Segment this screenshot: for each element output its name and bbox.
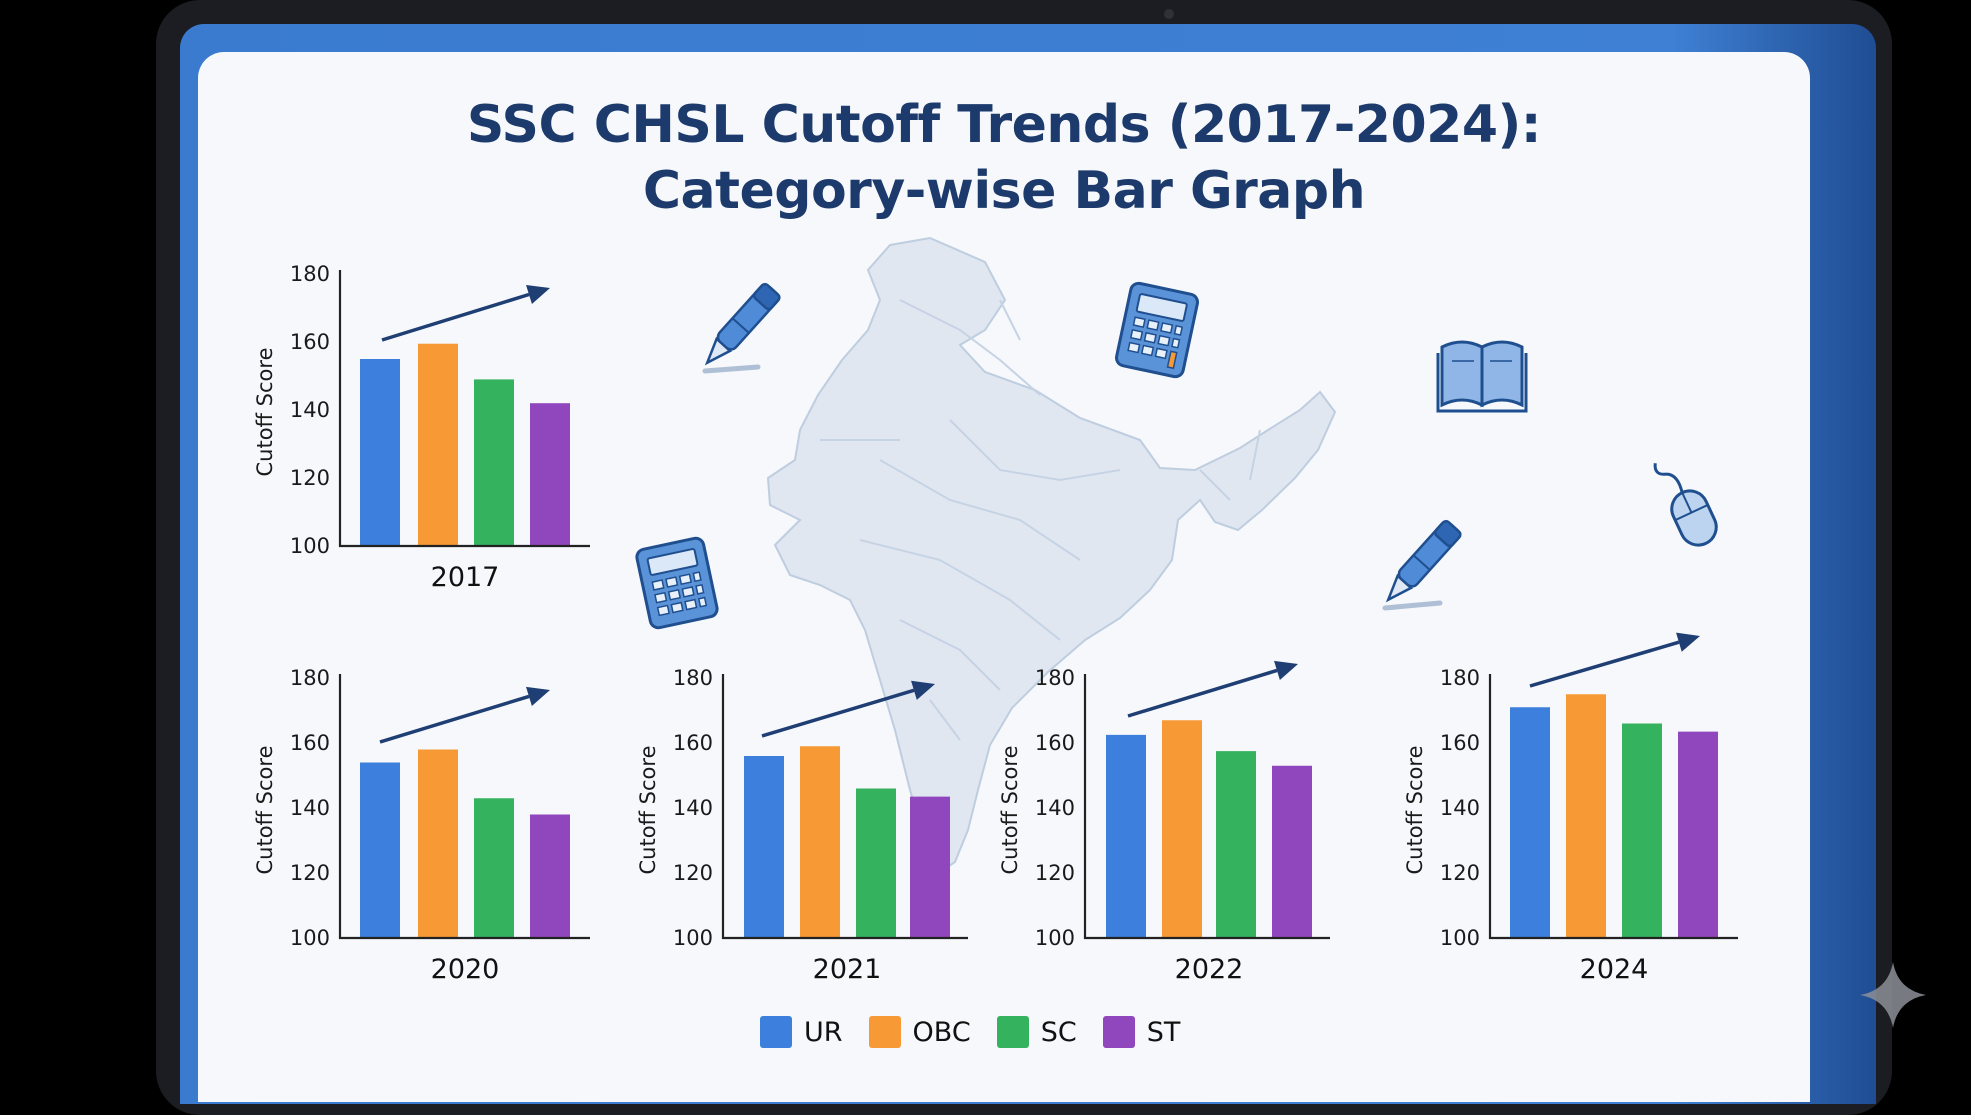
y-tick-label: 100 <box>673 926 713 950</box>
y-tick-label: 180 <box>290 666 330 690</box>
y-tick-label: 140 <box>1035 796 1075 820</box>
trend-arrow-head <box>526 686 550 706</box>
y-tick-label: 140 <box>290 796 330 820</box>
y-tick-label: 160 <box>673 731 713 755</box>
bar-st <box>1678 731 1718 938</box>
y-tick-label: 140 <box>673 796 713 820</box>
y-tick-label: 100 <box>1035 926 1075 950</box>
trend-arrow-head <box>526 284 550 305</box>
title-line-1: SSC CHSL Cutoff Trends (2017-2024): <box>466 95 1542 155</box>
bar-obc <box>418 749 458 938</box>
bar-ur <box>744 756 784 938</box>
bar-ur <box>1510 707 1550 938</box>
legend-swatch-sc <box>996 1016 1029 1048</box>
y-tick-label: 100 <box>290 926 330 950</box>
y-axis-label: Cutoff Score <box>1403 745 1427 874</box>
y-axis-label: Cutoff Score <box>253 745 277 874</box>
chart-title: SSC CHSL Cutoff Trends (2017-2024): Cate… <box>198 92 1810 224</box>
legend-item-st: ST <box>1102 1016 1181 1048</box>
pen-icon <box>704 282 781 366</box>
sparkle-icon <box>1860 962 1926 1028</box>
legend-label-obc: OBC <box>912 1016 971 1048</box>
book-icon <box>1436 340 1528 413</box>
y-axis-label: Cutoff Score <box>253 347 277 476</box>
legend-swatch-st <box>1102 1016 1135 1048</box>
legend-label-st: ST <box>1146 1016 1181 1048</box>
legend-item-sc: SC <box>996 1016 1077 1048</box>
legend-swatch-obc <box>868 1016 901 1048</box>
bar-chart-2020: 100 120 140 160 180 Cutoff Score 2020 <box>253 666 590 985</box>
bar-st <box>910 796 950 938</box>
trend-arrow-line <box>1529 640 1680 688</box>
legend-item-obc: OBC <box>868 1016 971 1048</box>
trend-arrow-line <box>379 694 530 744</box>
bar-st <box>530 403 570 546</box>
calculator-icon <box>1114 281 1200 379</box>
bar-chart-2021: 100 120 140 160 180 Cutoff Score 2021 <box>636 666 968 985</box>
bar-chart-2022: 100 120 140 160 180 Cutoff Score 2022 <box>998 660 1330 985</box>
bar-st <box>1272 765 1312 938</box>
bar-sc <box>474 798 514 938</box>
x-axis-label: 2020 <box>431 954 500 985</box>
bar-ur <box>360 359 400 546</box>
pen-shadow <box>702 364 761 374</box>
x-axis-label: 2017 <box>431 562 500 593</box>
trend-arrow-head <box>1274 660 1298 680</box>
y-tick-label: 160 <box>1440 731 1480 755</box>
y-tick-label: 140 <box>290 398 330 422</box>
calculator-icon <box>635 536 719 630</box>
legend-item-ur: UR <box>760 1016 843 1048</box>
trend-arrow-line <box>761 688 915 738</box>
y-tick-label: 180 <box>290 262 330 286</box>
legend-label-sc: SC <box>1040 1016 1077 1048</box>
decorations <box>635 236 1718 874</box>
y-axis-label: Cutoff Score <box>636 745 660 874</box>
bar-st <box>530 814 570 938</box>
title-line-2: Category-wise Bar Graph <box>642 161 1366 221</box>
india-map <box>766 236 1337 874</box>
bar-chart-2024: 100 120 140 160 180 Cutoff Score 2024 <box>1403 632 1738 985</box>
pen-shadow <box>1382 600 1443 611</box>
bar-ur <box>1106 734 1146 938</box>
legend-swatch-ur <box>760 1016 792 1048</box>
chart-legend: UR OBC SC ST <box>760 1012 1206 1052</box>
bar-sc <box>474 379 514 546</box>
bar-obc <box>800 746 840 938</box>
y-tick-label: 100 <box>1440 926 1480 950</box>
x-axis-label: 2024 <box>1580 954 1649 985</box>
trend-arrow-head <box>1676 632 1700 652</box>
trend-arrow-head <box>911 680 935 700</box>
y-tick-label: 160 <box>290 330 330 354</box>
pen-icon <box>1385 519 1462 603</box>
y-tick-label: 180 <box>1440 666 1480 690</box>
y-tick-label: 100 <box>290 534 330 558</box>
trend-arrow-line <box>1127 668 1278 718</box>
y-tick-label: 120 <box>673 861 713 885</box>
mouse-icon <box>1653 463 1718 547</box>
bar-obc <box>1162 720 1202 938</box>
y-tick-label: 120 <box>1440 861 1480 885</box>
legend-label-ur: UR <box>804 1016 843 1048</box>
y-tick-label: 120 <box>290 861 330 885</box>
x-axis-label: 2022 <box>1175 954 1244 985</box>
bar-sc <box>1216 751 1256 938</box>
y-tick-label: 180 <box>673 666 713 690</box>
bar-ur <box>360 762 400 938</box>
y-tick-label: 180 <box>1035 666 1075 690</box>
y-tick-label: 160 <box>290 731 330 755</box>
y-tick-label: 120 <box>290 466 330 490</box>
bar-chart-2017: 100 120 140 160 180 Cutoff Score 2017 <box>253 262 590 593</box>
y-axis-label: Cutoff Score <box>998 745 1022 874</box>
camera-dot <box>1164 9 1174 19</box>
bar-obc <box>1566 694 1606 938</box>
y-tick-label: 160 <box>1035 731 1075 755</box>
bar-obc <box>418 343 458 546</box>
trend-arrow-line <box>381 292 530 342</box>
x-axis-label: 2021 <box>813 954 882 985</box>
bar-sc <box>856 788 896 938</box>
y-tick-label: 140 <box>1440 796 1480 820</box>
bar-sc <box>1622 723 1662 938</box>
y-tick-label: 120 <box>1035 861 1075 885</box>
